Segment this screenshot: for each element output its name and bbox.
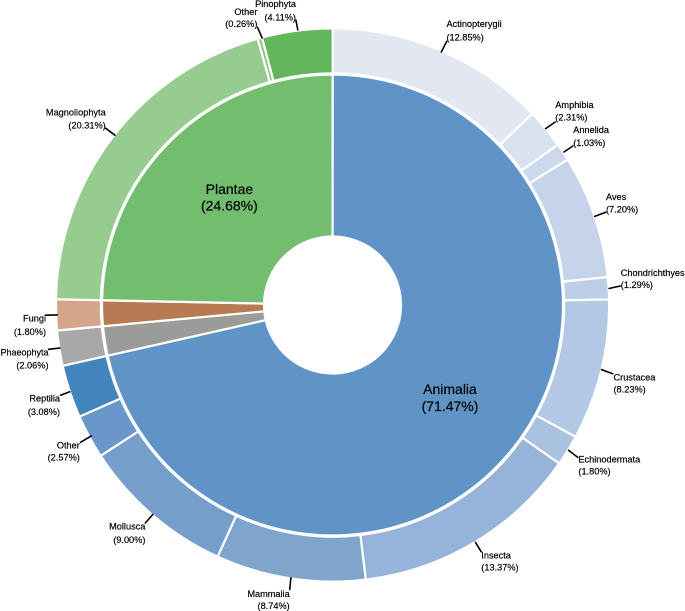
svg-text:(1.03%): (1.03%) [573, 138, 605, 148]
svg-text:Fungi: Fungi [23, 314, 46, 324]
svg-text:(24.68%): (24.68%) [201, 198, 258, 214]
svg-text:Amphibia: Amphibia [555, 100, 594, 110]
svg-text:Mollusca: Mollusca [109, 522, 146, 532]
svg-text:Plantae: Plantae [206, 181, 254, 197]
svg-text:(71.47%): (71.47%) [422, 398, 479, 414]
svg-text:(2.31%): (2.31%) [555, 113, 587, 123]
svg-text:Pinophyta: Pinophyta [255, 0, 297, 9]
svg-text:(12.85%): (12.85%) [447, 32, 484, 42]
svg-text:(8.23%): (8.23%) [614, 385, 646, 395]
svg-text:Actinopterygii: Actinopterygii [447, 19, 502, 29]
svg-text:(2.57%): (2.57%) [48, 453, 80, 463]
svg-text:Animalia: Animalia [423, 381, 477, 397]
svg-text:Mammalia: Mammalia [247, 589, 290, 599]
svg-text:(2.06%): (2.06%) [16, 361, 48, 371]
svg-text:Phaeophyta: Phaeophyta [1, 348, 50, 358]
svg-text:Insecta: Insecta [481, 550, 512, 560]
svg-text:Echinodermata: Echinodermata [578, 454, 641, 464]
svg-text:Other: Other [234, 7, 257, 17]
svg-text:Chondrichthyes: Chondrichthyes [621, 268, 685, 278]
svg-text:(1.80%): (1.80%) [14, 327, 46, 337]
svg-text:Crustacea: Crustacea [614, 372, 657, 382]
svg-text:(8.74%): (8.74%) [258, 601, 290, 611]
svg-text:(20.31%): (20.31%) [68, 120, 105, 130]
svg-text:(0.26%): (0.26%) [225, 19, 257, 29]
svg-text:(9.00%): (9.00%) [113, 535, 145, 545]
svg-text:Other: Other [57, 440, 80, 450]
svg-text:(13.37%): (13.37%) [481, 563, 518, 573]
svg-text:(1.29%): (1.29%) [621, 280, 653, 290]
svg-text:Reptilia: Reptilia [29, 394, 61, 404]
svg-text:Aves: Aves [606, 192, 627, 202]
svg-text:(1.80%): (1.80%) [578, 467, 610, 477]
svg-text:(7.20%): (7.20%) [606, 204, 638, 214]
svg-text:(3.08%): (3.08%) [28, 407, 60, 417]
svg-text:Magnoliophyta: Magnoliophyta [46, 107, 107, 117]
svg-text:Annelida: Annelida [573, 125, 610, 135]
svg-text:(4.11%): (4.11%) [265, 13, 297, 23]
